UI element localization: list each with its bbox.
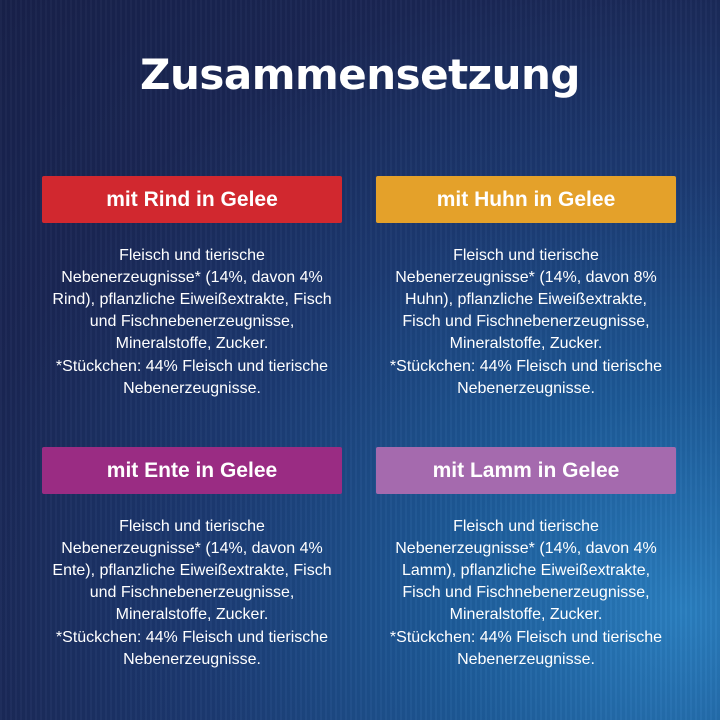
footnote-line: *Stückchen: 44% Fleisch und tierische bbox=[389, 358, 663, 375]
page-title: Zusammensetzung bbox=[140, 50, 580, 99]
variety-badge: mit Huhn in Gelee bbox=[376, 176, 676, 223]
composition-line: Nebenerzeugnisse* (14%, davon 4% bbox=[61, 540, 323, 557]
variety-badge: mit Lamm in Gelee bbox=[376, 447, 676, 494]
composition-line: und Fischnebenerzeugnisse, bbox=[89, 584, 295, 601]
composition-line: Mineralstoffe, Zucker. bbox=[115, 606, 269, 623]
composition-text: Fleisch und tierische Nebenerzeugnisse* (… bbox=[376, 516, 676, 671]
composition-text: Fleisch und tierische Nebenerzeugnisse* (… bbox=[376, 245, 676, 400]
variety-card-huhn: mit Huhn in Gelee Fleisch und tierische Ne… bbox=[376, 176, 676, 400]
composition-line: Fisch und Fischnebenerzeugnisse, bbox=[402, 584, 650, 601]
footnote-line: Nebenerzeugnisse. bbox=[123, 380, 261, 397]
footnote-line: *Stückchen: 44% Fleisch und tierische bbox=[55, 358, 329, 375]
composition-line: Fleisch und tierische bbox=[453, 247, 599, 264]
composition-line: Nebenerzeugnisse* (14%, davon 8% bbox=[395, 269, 657, 286]
footnote-line: *Stückchen: 44% Fleisch und tierische bbox=[55, 629, 329, 646]
variety-card-ente: mit Ente in Gelee Fleisch und tierische Ne… bbox=[42, 447, 342, 671]
footnote-line: Nebenerzeugnisse. bbox=[123, 651, 261, 668]
footnote: *Stückchen: 44% Fleisch und tierische Neb… bbox=[376, 356, 676, 400]
variety-badge: mit Ente in Gelee bbox=[42, 447, 342, 494]
composition-line: Mineralstoffe, Zucker. bbox=[115, 335, 269, 352]
composition-line: Fleisch und tierische bbox=[453, 518, 599, 535]
variety-card-lamm: mit Lamm in Gelee Fleisch und tierische Ne… bbox=[376, 447, 676, 671]
variety-badge: mit Rind in Gelee bbox=[42, 176, 342, 223]
footnote: *Stückchen: 44% Fleisch und tierische Neb… bbox=[42, 356, 342, 400]
composition-line: Nebenerzeugnisse* (14%, davon 4% bbox=[61, 269, 323, 286]
composition-text: Fleisch und tierische Nebenerzeugnisse* (… bbox=[42, 516, 342, 671]
footnote-line: *Stückchen: 44% Fleisch und tierische bbox=[389, 629, 663, 646]
composition-line: Nebenerzeugnisse* (14%, davon 4% bbox=[395, 540, 657, 557]
composition-line: Rind), pflanzliche Eiweißextrakte, Fisch bbox=[52, 291, 332, 308]
footnote: *Stückchen: 44% Fleisch und tierische Neb… bbox=[376, 627, 676, 671]
composition-line: Mineralstoffe, Zucker. bbox=[449, 335, 603, 352]
composition-text: Fleisch und tierische Nebenerzeugnisse* (… bbox=[42, 245, 342, 400]
composition-line: Fisch und Fischnebenerzeugnisse, bbox=[402, 313, 650, 330]
composition-line: Huhn), pflanzliche Eiweißextrakte, bbox=[405, 291, 647, 308]
composition-line: Fleisch und tierische bbox=[119, 247, 265, 264]
footnote: *Stückchen: 44% Fleisch und tierische Neb… bbox=[42, 627, 342, 671]
composition-line: und Fischnebenerzeugnisse, bbox=[89, 313, 295, 330]
footnote-line: Nebenerzeugnisse. bbox=[457, 380, 595, 397]
variety-card-rind: mit Rind in Gelee Fleisch und tierische Ne… bbox=[42, 176, 342, 400]
composition-line: Fleisch und tierische bbox=[119, 518, 265, 535]
composition-line: Mineralstoffe, Zucker. bbox=[449, 606, 603, 623]
footnote-line: Nebenerzeugnisse. bbox=[457, 651, 595, 668]
composition-line: Ente), pflanzliche Eiweißextrakte, Fisch bbox=[52, 562, 332, 579]
composition-line: Lamm), pflanzliche Eiweißextrakte, bbox=[401, 562, 651, 579]
